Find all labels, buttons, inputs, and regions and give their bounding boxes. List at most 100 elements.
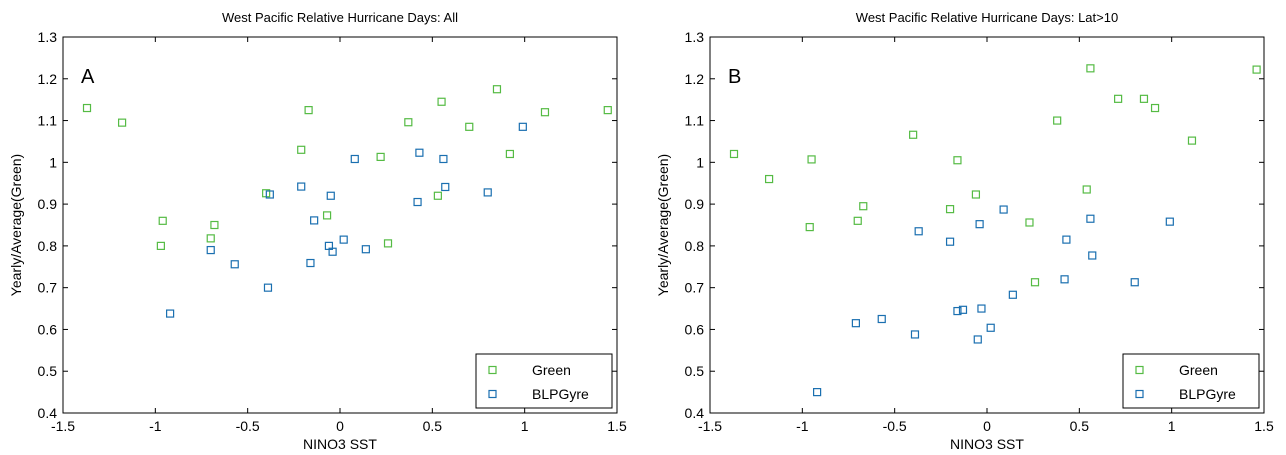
x-tick-label: -1	[796, 418, 809, 434]
green-point	[156, 241, 165, 250]
green-point	[433, 191, 442, 200]
blpgyre-point	[953, 306, 962, 316]
y-tick-label: 0.8	[685, 238, 705, 254]
x-tick-label: -0.5	[236, 418, 260, 434]
blpgyre-point	[441, 182, 450, 192]
blpgyre-point	[166, 309, 175, 318]
blpgyre-point	[350, 154, 359, 164]
y-tick-label: 0.5	[38, 363, 58, 379]
y-tick-label: 0.4	[685, 405, 705, 421]
y-tick-label: 1.2	[685, 71, 705, 87]
blpgyre-point	[914, 227, 923, 236]
y-tick-label: 0.8	[38, 238, 58, 254]
green-point	[953, 156, 962, 165]
y-tick-label: 1.2	[38, 71, 58, 87]
green-point	[1187, 136, 1197, 145]
green-point	[1139, 94, 1149, 103]
blpgyre-point	[910, 330, 920, 339]
x-tick-label: -0.5	[883, 418, 907, 434]
blpgyre-point	[439, 154, 448, 164]
legend-label-blpgyre: BLPGyre	[1179, 386, 1236, 402]
x-tick-label: 0	[336, 418, 344, 434]
blpgyre-point	[958, 305, 968, 314]
green-point	[1030, 278, 1040, 287]
green-point	[1252, 65, 1261, 74]
blpgyre-point	[1062, 235, 1071, 244]
blpgyre-point	[339, 235, 348, 244]
green-point	[1114, 94, 1123, 103]
blpgyre-point	[310, 216, 319, 225]
green-point	[465, 122, 474, 131]
x-tick-label: 1	[1168, 418, 1176, 434]
green-point	[603, 106, 612, 115]
panel-letter: A	[81, 66, 95, 88]
y-tick-label: 1	[49, 154, 57, 170]
legend-box	[1122, 353, 1260, 409]
blpgyre-point	[877, 314, 886, 324]
green-point	[322, 211, 332, 220]
green-point	[82, 103, 92, 113]
blpgyre-point	[413, 197, 422, 207]
blpgyre-point	[326, 191, 335, 200]
blpgyre-point	[1165, 217, 1174, 226]
green-point	[853, 216, 862, 225]
x-tick-label: 0	[983, 418, 991, 434]
x-tick-label: 1.5	[1254, 418, 1274, 434]
y-tick-label: 0.5	[685, 363, 705, 379]
y-tick-label: 0.7	[38, 280, 58, 296]
blpgyre-point	[851, 319, 860, 328]
y-tick-label: 0.9	[38, 196, 58, 212]
blpgyre-point	[415, 148, 424, 157]
green-point	[404, 118, 413, 127]
green-point	[437, 97, 446, 106]
y-tick-label: 0.4	[38, 405, 58, 421]
green-point	[117, 118, 127, 127]
legend-label-blpgyre: BLPGyre	[532, 386, 589, 402]
green-point	[1150, 103, 1160, 113]
blpgyre-point	[977, 304, 986, 313]
legend-box	[475, 353, 613, 409]
green-point	[945, 205, 955, 214]
y-tick-label: 1	[696, 154, 704, 170]
green-point	[376, 152, 385, 162]
blpgyre-point	[1060, 275, 1069, 284]
legend-marker-blpgyre	[488, 389, 497, 399]
green-point	[805, 222, 814, 232]
legend-marker-green	[1135, 365, 1144, 375]
x-tick-label: 1.5	[607, 418, 627, 434]
x-tick-label: -1	[149, 418, 162, 434]
green-point	[807, 155, 816, 164]
blpgyre-point	[945, 237, 955, 246]
x-tick-label: 0.5	[1070, 418, 1090, 434]
y-tick-label: 1.3	[685, 29, 705, 45]
green-point	[1025, 218, 1034, 227]
blpgyre-point	[297, 182, 306, 191]
blpgyre-point	[518, 122, 527, 131]
y-tick-label: 0.6	[685, 321, 705, 337]
green-point	[206, 234, 215, 243]
y-axis-label: Yearly/Average(Green)	[8, 154, 24, 296]
green-point	[505, 149, 514, 159]
blpgyre-point	[206, 245, 215, 255]
green-point	[297, 145, 306, 154]
legend-label-green: Green	[1179, 362, 1218, 378]
x-tick-label: -1.5	[698, 418, 722, 434]
blpgyre-point	[1086, 214, 1095, 223]
blpgyre-point	[986, 323, 995, 332]
blpgyre-point	[263, 283, 273, 292]
green-point	[764, 174, 774, 184]
x-axis-label: NINO3 SST	[950, 436, 1024, 452]
panel-letter: B	[728, 66, 741, 88]
green-point	[210, 220, 219, 230]
green-point	[729, 149, 739, 159]
legend-marker-blpgyre	[1135, 389, 1144, 399]
green-point	[383, 239, 393, 248]
y-tick-label: 1.1	[685, 113, 705, 129]
blpgyre-point	[1088, 251, 1097, 260]
chart-title: West Pacific Relative Hurricane Days: Al…	[222, 10, 458, 25]
y-tick-label: 1.3	[38, 29, 58, 45]
y-tick-label: 0.7	[685, 280, 705, 296]
green-point	[304, 106, 313, 115]
green-point	[1082, 185, 1091, 194]
